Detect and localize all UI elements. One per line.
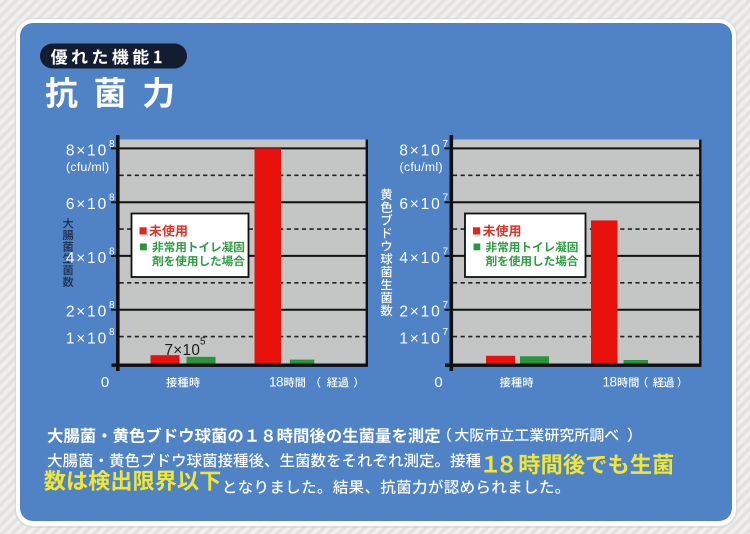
svg-text:7: 7: [443, 193, 449, 204]
svg-text:4×10: 4×10: [399, 250, 441, 267]
svg-text:(cfu/ml): (cfu/ml): [400, 160, 443, 174]
svg-text:7: 7: [443, 300, 449, 311]
svg-text:4×10: 4×10: [66, 250, 108, 267]
svg-text:7: 7: [443, 246, 449, 257]
svg-text:8: 8: [109, 327, 115, 338]
svg-text:2×10: 2×10: [66, 304, 108, 321]
svg-text:0: 0: [434, 374, 442, 391]
svg-text:6×10: 6×10: [66, 196, 108, 213]
svg-text:1×10: 1×10: [399, 331, 441, 348]
svg-text:7: 7: [443, 327, 449, 338]
svg-text:7: 7: [443, 139, 449, 150]
svg-text:1×10: 1×10: [66, 331, 108, 348]
svg-text:6×10: 6×10: [399, 196, 441, 213]
svg-text:8×10: 8×10: [66, 142, 108, 159]
svg-text:8: 8: [109, 139, 115, 150]
svg-text:8: 8: [109, 300, 115, 311]
svg-text:8: 8: [109, 246, 115, 257]
svg-text:8×10: 8×10: [399, 142, 441, 159]
svg-text:2×10: 2×10: [399, 304, 441, 321]
svg-text:8: 8: [109, 193, 115, 204]
svg-text:0: 0: [101, 374, 109, 391]
svg-text:18: 18: [269, 375, 283, 390]
svg-text:18: 18: [603, 375, 617, 390]
svg-text:(cfu/ml): (cfu/ml): [66, 160, 109, 174]
svg-text:5: 5: [200, 336, 206, 347]
svg-text:7×10: 7×10: [165, 342, 201, 359]
